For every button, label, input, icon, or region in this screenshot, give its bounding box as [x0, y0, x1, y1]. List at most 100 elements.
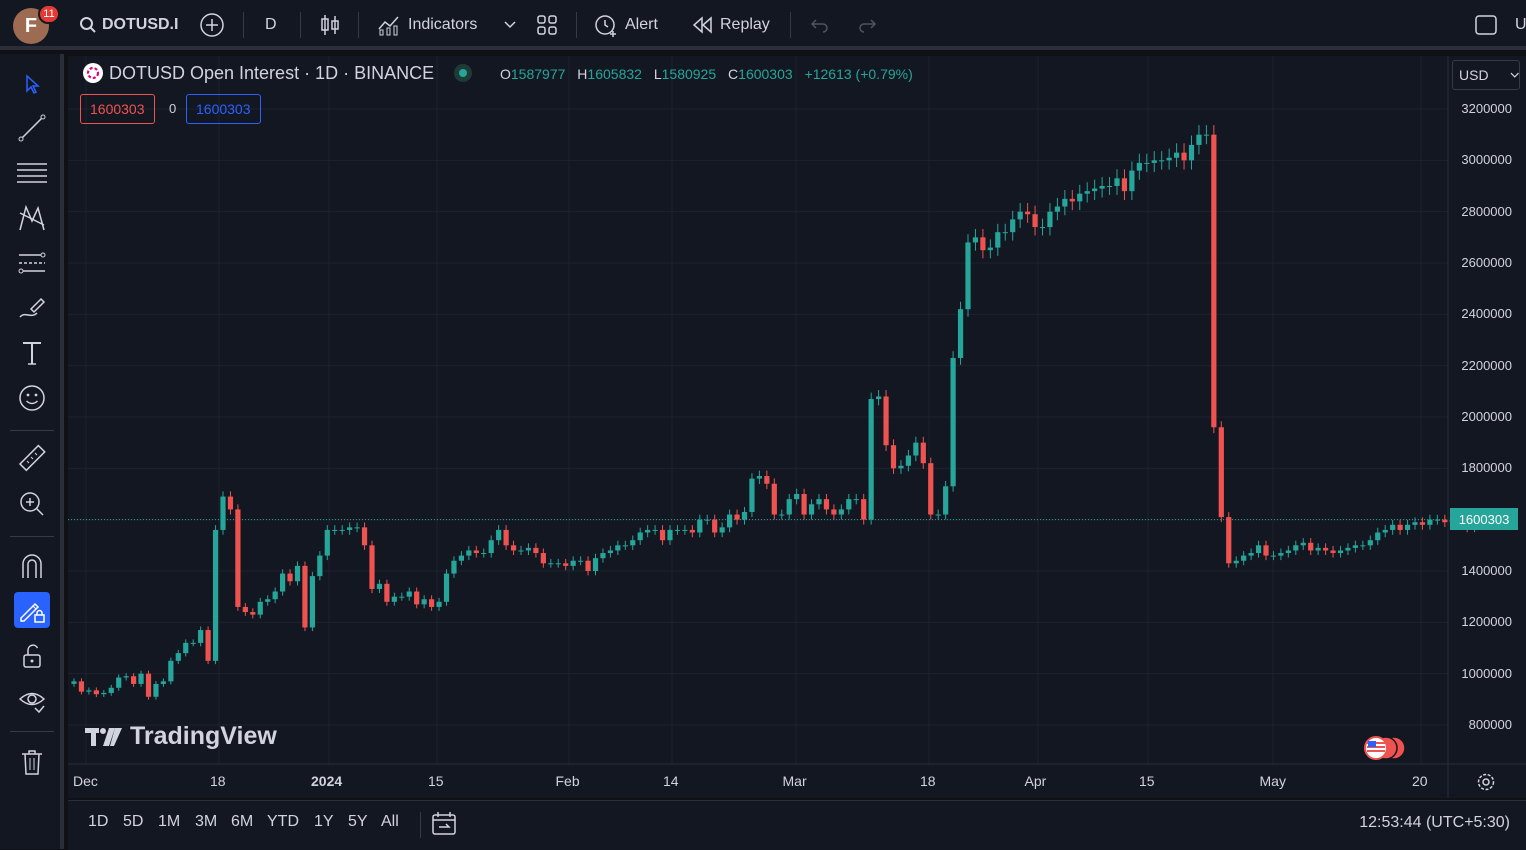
lock-drawings-tool[interactable] — [14, 638, 50, 674]
market-status-icon[interactable] — [454, 64, 473, 82]
candle-down — [1263, 545, 1269, 556]
projection-tool[interactable] — [14, 245, 50, 281]
candle-up — [645, 529, 651, 533]
indicators-dropdown[interactable] — [503, 10, 517, 40]
candle-up — [622, 545, 628, 547]
candle-down — [369, 545, 375, 589]
range-button-3m[interactable]: 3M — [195, 813, 218, 830]
candle-down — [1419, 522, 1426, 525]
candle-up — [391, 596, 397, 602]
range-button-1m[interactable]: 1M — [158, 813, 181, 830]
candle-up — [1248, 553, 1254, 556]
spread-value: 0 — [169, 101, 177, 116]
layouts-button[interactable] — [536, 10, 558, 40]
price-axis-label: 3200000 — [1461, 101, 1512, 116]
interval-button[interactable]: D — [265, 10, 277, 40]
range-button-5y[interactable]: 5Y — [348, 813, 368, 830]
hide-drawings-tool[interactable] — [14, 682, 50, 718]
time-axis-label: May — [1259, 773, 1286, 789]
economic-events-markers[interactable] — [1361, 735, 1407, 761]
trend-line-tool[interactable] — [14, 110, 50, 146]
candle-up — [838, 509, 844, 515]
redo-button[interactable] — [857, 10, 877, 40]
alert-button[interactable]: Alert — [593, 10, 658, 40]
candle-up — [466, 550, 472, 556]
candle-up — [1390, 524, 1396, 530]
emoji-tool[interactable] — [14, 380, 50, 416]
time-axis-label: 18 — [920, 773, 936, 789]
currency-label: USD — [1459, 67, 1489, 83]
candle-up — [168, 660, 174, 682]
horizontal-lines-tool[interactable] — [14, 155, 50, 191]
zoom-tool[interactable] — [14, 486, 50, 522]
pattern-tool[interactable] — [14, 200, 50, 236]
candle-down — [78, 681, 85, 692]
remove-drawings-tool[interactable] — [14, 744, 50, 780]
candle-up — [220, 496, 226, 530]
candle-up — [943, 486, 949, 515]
candle-up — [317, 555, 323, 577]
ruler-icon — [18, 444, 46, 472]
time-axis-label: Dec — [73, 773, 98, 789]
last-price-tag: 1600303 — [1450, 508, 1518, 530]
text-tool[interactable] — [14, 335, 50, 371]
range-button-1d[interactable]: 1D — [88, 813, 109, 830]
range-button-5d[interactable]: 5D — [123, 813, 144, 830]
candle-down — [1330, 550, 1336, 554]
candle-up — [846, 499, 852, 510]
candle-up — [1188, 144, 1195, 161]
axis-settings-button[interactable] — [1476, 772, 1496, 795]
candle-down — [1121, 178, 1128, 192]
candle-down — [920, 442, 926, 464]
candle-up — [1367, 540, 1373, 546]
goto-date-button[interactable] — [431, 811, 457, 840]
compare-symbol-button[interactable] — [199, 10, 225, 40]
chart-area[interactable] — [68, 56, 1526, 798]
symbol-search-button[interactable]: DOTUSD.I — [79, 10, 178, 40]
candle-up — [1054, 206, 1060, 212]
high-key: H — [577, 66, 588, 82]
time-axis-label: 18 — [210, 773, 226, 789]
range-button-all[interactable]: All — [381, 813, 399, 830]
brush-tool[interactable] — [14, 290, 50, 326]
candle-up — [458, 555, 464, 561]
chart-type-button[interactable] — [319, 10, 341, 40]
undo-button[interactable] — [810, 10, 830, 40]
price-chart[interactable] — [68, 56, 1526, 798]
candle-down — [1069, 198, 1075, 202]
currency-selector[interactable]: USD — [1452, 60, 1520, 90]
candle-up — [1106, 186, 1113, 187]
replay-button[interactable]: Replay — [692, 10, 770, 40]
indicators-button[interactable]: Indicators — [377, 10, 477, 40]
top-right-cut-label[interactable]: U — [1515, 16, 1526, 33]
range-button-6m[interactable]: 6M — [231, 813, 254, 830]
range-button-ytd[interactable]: YTD — [267, 813, 299, 830]
timezone-clock[interactable]: 12:53:44 (UTC+5:30) — [1359, 814, 1510, 831]
fib-lines-icon — [17, 163, 47, 183]
keep-drawing-tool[interactable] — [14, 592, 50, 628]
sell-price-box[interactable]: 1600303 — [80, 94, 155, 124]
cursor-arrow-icon — [26, 74, 40, 95]
us-flag-icon — [1364, 736, 1406, 760]
candle-up — [86, 690, 92, 692]
chart-legend-title[interactable]: DOTUSD Open Interest · 1D · BINANCE — [82, 62, 473, 84]
candle-down — [1025, 211, 1031, 215]
candle-up — [779, 514, 785, 516]
cursor-tool[interactable] — [14, 66, 50, 102]
magnet-tool[interactable] — [14, 548, 50, 584]
candle-up — [987, 247, 993, 251]
price-axis-label: 1000000 — [1461, 665, 1512, 681]
divider — [10, 430, 54, 431]
open-key: O — [500, 66, 511, 82]
range-button-1y[interactable]: 1Y — [314, 813, 334, 830]
candle-up — [1129, 170, 1135, 192]
pen-icon — [19, 297, 46, 318]
candle-up — [697, 519, 703, 533]
drawing-toolbar — [0, 54, 64, 849]
buy-price-box[interactable]: 1600303 — [186, 94, 261, 124]
measure-tool[interactable] — [14, 441, 50, 477]
fullscreen-button[interactable] — [1474, 10, 1498, 40]
candle-down — [928, 463, 934, 515]
candle-up — [1427, 519, 1433, 525]
trend-line-icon — [18, 114, 46, 142]
